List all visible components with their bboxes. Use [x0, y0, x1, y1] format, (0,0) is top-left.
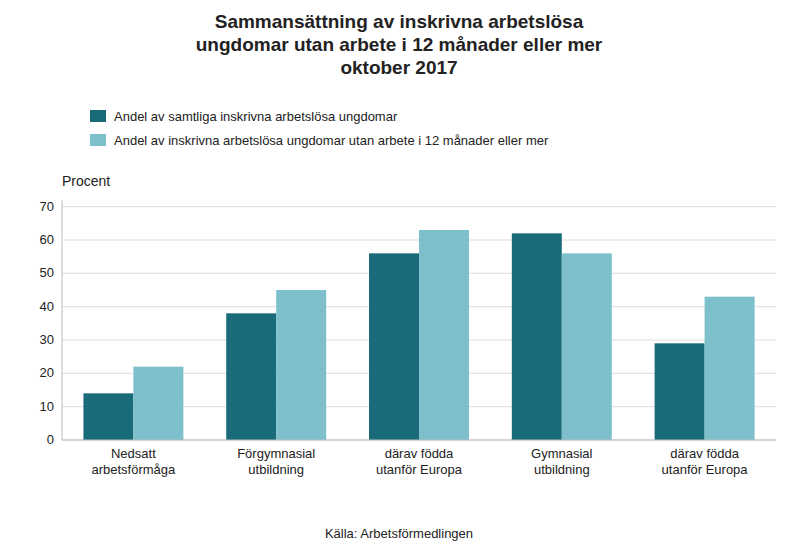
y-tick-label: 0	[47, 432, 54, 447]
text-line: Gymnasial	[531, 446, 593, 461]
text-line: därav födda	[385, 446, 454, 461]
x-tick-label: Förgymnasialutbildning	[237, 446, 315, 477]
y-tick-label: 10	[40, 399, 54, 414]
chart-svg: Sammansättning av inskrivna arbetslösaun…	[0, 0, 798, 552]
text-line: Sammansättning av inskrivna arbetslösa	[215, 11, 584, 32]
text-line: Förgymnasial	[237, 446, 315, 461]
chart-container: Sammansättning av inskrivna arbetslösaun…	[0, 0, 798, 552]
y-tick-label: 70	[40, 199, 54, 214]
legend-swatch	[90, 134, 106, 146]
x-tick-label: därav föddautanför Europa	[376, 446, 463, 477]
text-line: ungdomar utan arbete i 12 månader eller …	[196, 34, 603, 55]
text-line: oktober 2017	[340, 57, 457, 78]
bar	[512, 233, 562, 440]
x-tick-label: därav föddautanför Europa	[662, 446, 749, 477]
bar	[419, 230, 469, 440]
bar	[562, 253, 612, 440]
bars	[83, 230, 754, 440]
legend-swatch	[90, 110, 106, 122]
title: Sammansättning av inskrivna arbetslösaun…	[196, 11, 603, 78]
bar	[133, 367, 183, 440]
bar	[369, 253, 419, 440]
text-line: utanför Europa	[662, 462, 749, 477]
grid-line	[62, 440, 776, 441]
bar	[83, 393, 133, 440]
bar	[705, 297, 755, 440]
legend-label: Andel av samtliga inskrivna arbetslösa u…	[114, 109, 398, 124]
x-axis-line	[62, 440, 776, 441]
y-tick-label: 50	[40, 265, 54, 280]
background	[0, 0, 798, 552]
legend-label: Andel av inskrivna arbetslösa ungdomar u…	[114, 133, 549, 148]
y-tick-label: 60	[40, 232, 54, 247]
x-tick-label: Nedsattarbetsförmåga	[91, 446, 176, 477]
grid	[62, 207, 776, 440]
bar	[655, 343, 705, 440]
x-tick-label: Gymnasialutbildning	[531, 446, 593, 477]
text-line: utbildning	[248, 462, 304, 477]
text-line: utanför Europa	[376, 462, 463, 477]
text-line: arbetsförmåga	[91, 462, 176, 477]
bar	[276, 290, 326, 440]
y-tick-label: 20	[40, 365, 54, 380]
y-axis-line	[62, 200, 63, 440]
text-line: därav födda	[670, 446, 739, 461]
y-axis-label: Procent	[62, 173, 110, 189]
grid-line	[62, 206, 776, 207]
y-tick-label: 30	[40, 332, 54, 347]
text-line: Nedsatt	[111, 446, 156, 461]
bar	[226, 313, 276, 440]
legend: Andel av samtliga inskrivna arbetslösa u…	[90, 109, 549, 148]
source: Källa: Arbetsförmedlingen	[325, 526, 473, 541]
text-line: utbildning	[534, 462, 590, 477]
y-tick-label: 40	[40, 299, 54, 314]
